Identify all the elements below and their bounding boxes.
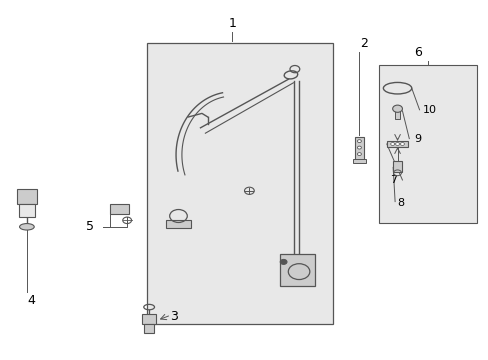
Text: 10: 10 xyxy=(423,105,436,115)
Circle shape xyxy=(357,140,361,143)
Text: 3: 3 xyxy=(169,310,177,323)
Circle shape xyxy=(357,146,361,149)
Bar xyxy=(352,159,366,163)
Bar xyxy=(110,204,128,214)
Bar xyxy=(166,220,190,228)
Circle shape xyxy=(392,105,402,112)
Text: 6: 6 xyxy=(413,46,421,59)
Bar xyxy=(392,161,401,172)
Text: 7: 7 xyxy=(389,175,396,185)
Text: 9: 9 xyxy=(414,134,421,144)
Ellipse shape xyxy=(20,224,34,230)
Circle shape xyxy=(395,143,399,145)
Text: 8: 8 xyxy=(397,198,404,208)
Text: 2: 2 xyxy=(360,37,367,50)
Bar xyxy=(378,65,476,223)
Bar xyxy=(19,204,35,217)
Circle shape xyxy=(280,259,286,264)
Bar xyxy=(144,324,154,333)
Bar xyxy=(386,141,407,147)
Bar xyxy=(142,314,156,324)
Bar xyxy=(17,189,37,204)
Text: 1: 1 xyxy=(228,17,236,30)
Bar xyxy=(394,109,400,119)
Bar xyxy=(279,254,314,286)
Bar xyxy=(146,43,332,324)
Text: 4: 4 xyxy=(28,294,36,307)
Circle shape xyxy=(357,153,361,156)
Bar xyxy=(354,137,364,160)
Circle shape xyxy=(390,143,394,145)
Circle shape xyxy=(400,143,404,145)
Text: 5: 5 xyxy=(86,220,94,233)
